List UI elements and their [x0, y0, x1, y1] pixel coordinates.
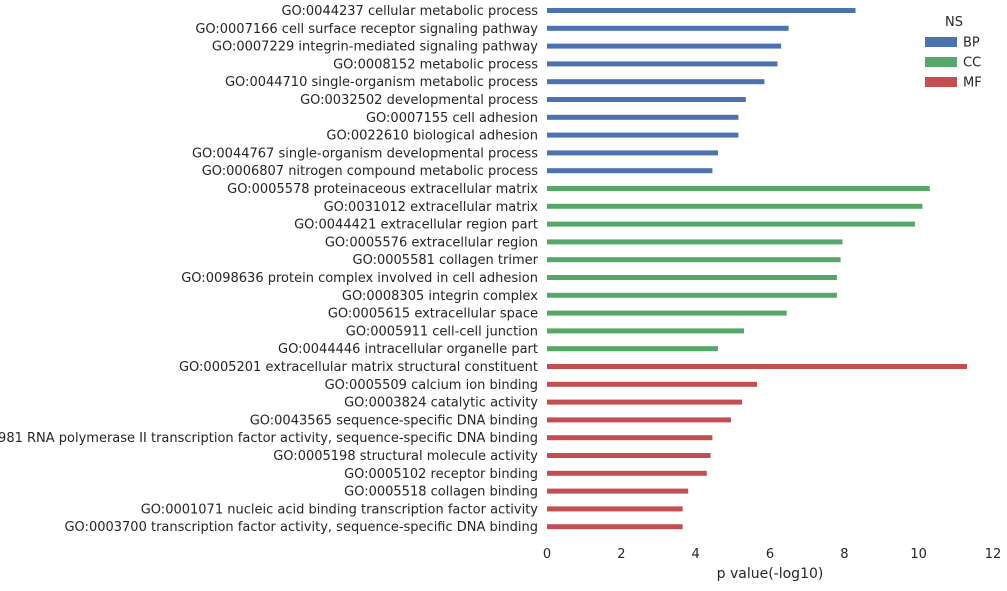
bar-cc	[547, 239, 843, 245]
y-tick-label: GO:0005578 proteinaceous extracellular m…	[227, 182, 538, 197]
bar-bp	[547, 168, 713, 174]
x-tick-label: 0	[543, 547, 551, 562]
bar-mf	[547, 453, 711, 458]
x-tick-label: 12	[985, 547, 1002, 562]
x-tick-label: 4	[692, 547, 700, 562]
bar-cc	[547, 346, 718, 352]
y-tick-label: GO:0044446 intracellular organelle part	[278, 342, 538, 357]
legend: NS BP CC MF	[925, 15, 982, 91]
y-tick-label: GO:0008305 integrin complex	[342, 289, 538, 304]
bar-cc	[547, 275, 837, 280]
y-tick-label: GO:0005102 receptor binding	[344, 467, 538, 482]
y-tick-label: GO:0003700 transcription factor activity…	[64, 520, 538, 535]
bar-bp	[547, 25, 789, 31]
y-tick-label: GO:0044237 cellular metabolic process	[281, 4, 538, 19]
y-tick-label: GO:0007155 cell adhesion	[366, 111, 538, 126]
bar-cc	[547, 186, 930, 191]
y-tick-label: GO:0001071 nucleic acid binding transcri…	[141, 502, 539, 517]
bar-bp	[547, 97, 746, 102]
bar-mf	[547, 506, 683, 512]
y-tick-label: GO:0007166 cell surface receptor signali…	[195, 22, 538, 37]
bar-mf	[547, 435, 713, 441]
y-tick-label: GO:0098636 protein complex involved in c…	[181, 271, 538, 286]
bar-mf	[547, 417, 731, 423]
bar-mf	[547, 524, 683, 530]
y-tick-labels: GO:0044237 cellular metabolic process GO:…	[0, 4, 539, 535]
y-tick-label: GO:0008152 metabolic process	[333, 57, 538, 72]
legend-swatch-mf	[925, 77, 957, 87]
y-tick-label: GO:0044767 single-organism developmental…	[192, 146, 538, 161]
y-tick-label: GO:0005518 collagen binding	[344, 485, 538, 500]
y-tick-label: GO:0043565 sequence-specific DNA binding	[250, 413, 538, 428]
bar-mf	[547, 364, 967, 369]
bar-cc	[547, 310, 787, 316]
bar-bp	[547, 114, 739, 120]
y-tick-label: GO:0022610 biological adhesion	[326, 129, 538, 144]
x-tick-label: 8	[840, 547, 848, 562]
y-tick-label: GO:0005576 extracellular region	[325, 235, 538, 250]
x-tick-label: 10	[910, 547, 927, 562]
bar-cc	[547, 257, 841, 263]
y-tick-label: GO:0044421 extracellular region part	[294, 218, 538, 233]
y-tick-label: GO:0005509 calcium ion binding	[325, 378, 538, 393]
y-tick-label: GO:0003824 catalytic activity	[344, 396, 538, 411]
legend-title: NS	[945, 15, 963, 30]
y-tick-label: GO:0032502 developmental process	[300, 93, 538, 108]
bar-bp	[547, 150, 718, 156]
bar-bp	[547, 43, 782, 49]
y-tick-label: GO:0005615 extracellular space	[328, 307, 538, 322]
legend-label-bp: BP	[963, 36, 980, 51]
legend-label-cc: CC	[963, 56, 981, 71]
legend-label-mf: MF	[963, 76, 982, 91]
bar-bp	[547, 8, 856, 13]
y-tick-label: GO:0031012 extracellular matrix	[324, 200, 539, 215]
bar-bp	[547, 132, 739, 138]
y-tick-label: GO:0005201 extracellular matrix structur…	[179, 360, 538, 375]
bar-cc	[547, 292, 837, 298]
y-tick-label: GO:0007229 integrin-mediated signaling p…	[212, 40, 538, 55]
x-axis-label: p value(-log10)	[717, 566, 824, 582]
y-tick-label: GO:0005581 collagen trimer	[353, 253, 539, 268]
y-tick-label: GO:0005911 cell-cell junction	[346, 324, 538, 339]
bar-cc	[547, 203, 923, 209]
bar-mf	[547, 399, 743, 405]
bar-mf	[547, 488, 689, 494]
y-tick-label: GO:0005198 structural molecule activity	[273, 449, 538, 464]
y-tick-label: GO:0000981 RNA polymerase II transcripti…	[0, 431, 538, 446]
x-tick-label: 6	[766, 547, 774, 562]
x-tick-labels: 0 2 4 6 8 10 12	[543, 547, 1001, 562]
legend-swatch-cc	[925, 57, 957, 67]
legend-swatch-bp	[925, 37, 957, 47]
bar-mf	[547, 381, 757, 387]
bar-mf	[547, 470, 707, 476]
bars-layer	[547, 8, 967, 530]
bar-bp	[547, 79, 765, 85]
bar-cc	[547, 328, 744, 334]
x-tick-label: 2	[617, 547, 625, 562]
y-tick-label: GO:0006807 nitrogen compound metabolic p…	[202, 164, 539, 179]
bar-cc	[547, 221, 915, 227]
y-tick-label: GO:0044710 single-organism metabolic pro…	[225, 75, 538, 90]
bar-bp	[547, 61, 778, 67]
